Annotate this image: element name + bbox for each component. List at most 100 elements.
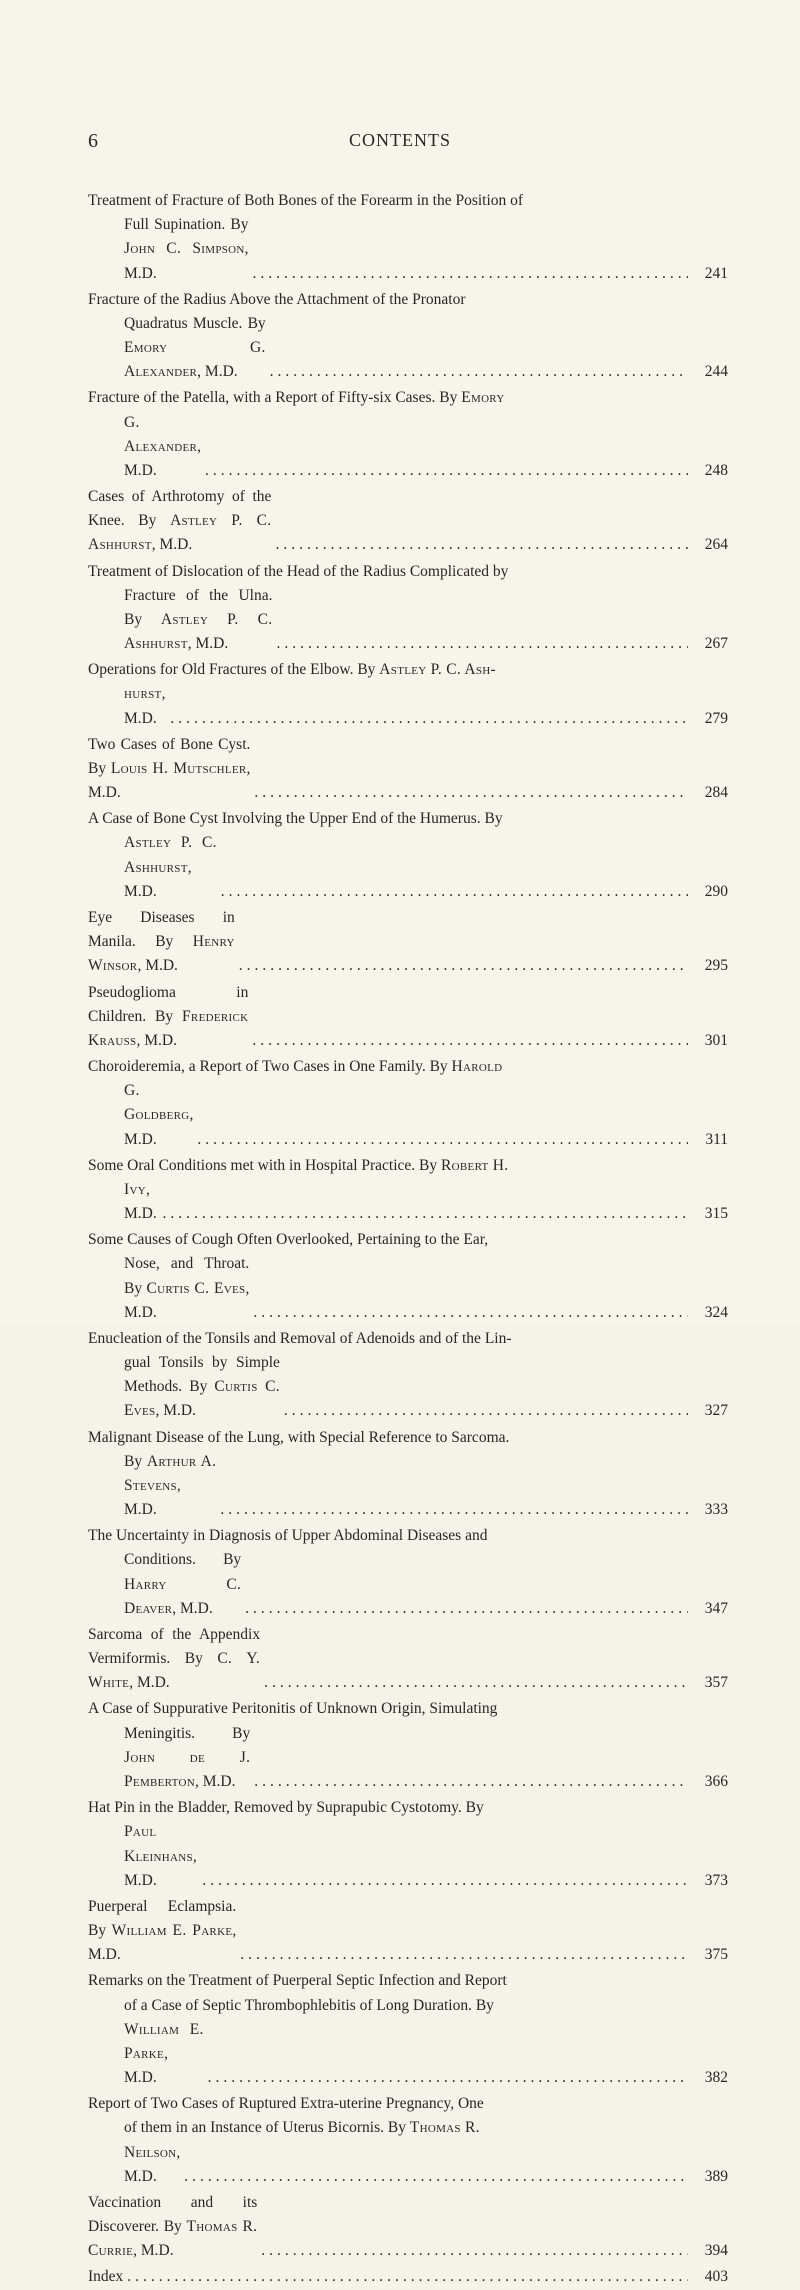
toc-line: of them in an Instance of Uterus Bicorni… (88, 2116, 728, 2140)
toc-entry: Fracture of the Patella, with a Report o… (88, 386, 728, 483)
toc-page: 375 (688, 1943, 728, 1967)
toc-page: 248 (688, 459, 728, 483)
toc-page: 394 (688, 2239, 728, 2263)
toc-leaders: ........................................… (166, 707, 688, 731)
toc-text: Ivy, M.D. (88, 1178, 158, 1226)
toc-text: Eye Diseases in Manila. By Henry Winsor,… (88, 906, 235, 979)
toc-leaders: ........................................… (271, 533, 688, 557)
toc-line: Malignant Disease of the Lung, with Spec… (88, 1426, 728, 1450)
toc-line-last: G. Goldberg, M.D........................… (88, 1079, 728, 1152)
contents-title: CONTENTS (349, 130, 451, 151)
toc-line: Remarks on the Treatment of Puerperal Se… (88, 1969, 728, 1993)
contents-list: Treatment of Fracture of Both Bones of t… (88, 189, 728, 2290)
toc-entry: Treatment of Fracture of Both Bones of t… (88, 189, 728, 286)
toc-line-last: Sarcoma of the Appendix Vermiformis. By … (88, 1623, 728, 1696)
toc-entry: Pseudoglioma in Children. By Frederick K… (88, 981, 728, 1054)
toc-line: A Case of Suppurative Peritonitis of Unk… (88, 1697, 728, 1721)
toc-entry: A Case of Bone Cyst Involving the Upper … (88, 807, 728, 904)
toc-page: 279 (688, 707, 728, 731)
toc-line: Report of Two Cases of Ruptured Extra-ut… (88, 2092, 728, 2116)
toc-text: gual Tonsils by Simple Methods. By Curti… (88, 1351, 280, 1424)
toc-entry: Sarcoma of the Appendix Vermiformis. By … (88, 1623, 728, 1696)
toc-text: Meningitis. By John de J. Pemberton, M.D… (88, 1722, 250, 1795)
toc-leaders: ........................................… (180, 2165, 688, 2189)
toc-line: Hat Pin in the Bladder, Removed by Supra… (88, 1796, 728, 1820)
toc-entry: Some Oral Conditions met with in Hospita… (88, 1154, 728, 1227)
toc-leaders: ........................................… (204, 2066, 688, 2090)
toc-line-last: Paul Kleinhans, M.D.....................… (88, 1820, 728, 1893)
toc-text: Puerperal Eclampsia. By William E. Parke… (88, 1895, 236, 1968)
toc-page: 333 (688, 1498, 728, 1522)
toc-line-last: Vaccination and its Discoverer. By Thoma… (88, 2191, 728, 2264)
toc-text: A Case of Bone Cyst Involving the Upper … (88, 807, 503, 831)
toc-line-last: Nose, and Throat. By Curtis C. Eves, M.D… (88, 1252, 728, 1325)
toc-leaders: ........................................… (280, 1399, 688, 1423)
toc-text: By Arthur A. Stevens, M.D. (88, 1450, 216, 1523)
toc-entry: Remarks on the Treatment of Puerperal Se… (88, 1969, 728, 2090)
toc-leaders: ........................................… (266, 360, 688, 384)
toc-leaders: ........................................… (249, 1301, 688, 1325)
toc-entry: Enucleation of the Tonsils and Removal o… (88, 1327, 728, 1424)
toc-line: Choroideremia, a Report of Two Cases in … (88, 1055, 728, 1079)
toc-line: Some Causes of Cough Often Overlooked, P… (88, 1228, 728, 1252)
toc-text: William E. Parke, M.D. (88, 2018, 204, 2091)
toc-page: 347 (688, 1597, 728, 1621)
toc-text: Choroideremia, a Report of Two Cases in … (88, 1055, 502, 1079)
toc-text: G. Goldberg, M.D. (88, 1079, 193, 1152)
toc-entry: Some Causes of Cough Often Overlooked, P… (88, 1228, 728, 1325)
toc-line: of a Case of Septic Thrombophlebitis of … (88, 1994, 728, 2018)
toc-page: 373 (688, 1869, 728, 1893)
toc-text: Vaccination and its Discoverer. By Thoma… (88, 2191, 257, 2264)
toc-line: Fracture of the Radius Above the Attachm… (88, 288, 728, 312)
toc-page: 327 (688, 1399, 728, 1423)
toc-text: Treatment of Fracture of Both Bones of t… (88, 189, 523, 213)
page: 6 CONTENTS Treatment of Fracture of Both… (0, 0, 800, 1323)
toc-page: 284 (688, 781, 728, 805)
toc-text: Remarks on the Treatment of Puerperal Se… (88, 1969, 507, 1993)
toc-leaders: ........................................… (158, 1202, 688, 1226)
toc-line: Treatment of Dislocation of the Head of … (88, 560, 728, 584)
toc-entry: Malignant Disease of the Lung, with Spec… (88, 1426, 728, 1523)
toc-page: 315 (688, 1202, 728, 1226)
toc-entry: Fracture of the Radius Above the Attachm… (88, 288, 728, 385)
toc-line-last: Conditions. By Harry C. Deaver, M.D.....… (88, 1548, 728, 1621)
toc-page: 244 (688, 360, 728, 384)
toc-text: Pseudoglioma in Children. By Frederick K… (88, 981, 248, 1054)
toc-text: Nose, and Throat. By Curtis C. Eves, M.D… (88, 1252, 249, 1325)
toc-text: Enucleation of the Tonsils and Removal o… (88, 1327, 512, 1351)
toc-text: Quadratus Muscle. By Emory G. Alexander,… (88, 312, 266, 385)
toc-line-last: Eye Diseases in Manila. By Henry Winsor,… (88, 906, 728, 979)
toc-line-last: Two Cases of Bone Cyst. By Louis H. Muts… (88, 733, 728, 806)
toc-leaders: ........................................… (248, 1029, 688, 1053)
toc-leaders: ........................................… (235, 954, 688, 978)
toc-page: 295 (688, 954, 728, 978)
toc-line-last: Astley P. C. Ashhurst, M.D..............… (88, 831, 728, 904)
toc-text: of a Case of Septic Thrombophlebitis of … (88, 1994, 494, 2018)
toc-line: The Uncertainty in Diagnosis of Upper Ab… (88, 1524, 728, 1548)
toc-text: Report of Two Cases of Ruptured Extra-ut… (88, 2092, 484, 2116)
toc-line-last: Meningitis. By John de J. Pemberton, M.D… (88, 1722, 728, 1795)
toc-leaders: ........................................… (249, 262, 688, 286)
toc-entry: Two Cases of Bone Cyst. By Louis H. Muts… (88, 733, 728, 806)
toc-text: Paul Kleinhans, M.D. (88, 1820, 198, 1893)
toc-text: of them in an Instance of Uterus Bicorni… (88, 2116, 480, 2140)
toc-line-last: gual Tonsils by Simple Methods. By Curti… (88, 1351, 728, 1424)
toc-text: Sarcoma of the Appendix Vermiformis. By … (88, 1623, 260, 1696)
toc-page: 267 (688, 632, 728, 656)
page-header: 6 CONTENTS (88, 130, 728, 153)
toc-page: 301 (688, 1029, 728, 1053)
toc-page: 241 (688, 262, 728, 286)
toc-entry: Vaccination and its Discoverer. By Thoma… (88, 2191, 728, 2264)
toc-text: hurst, M.D. (88, 682, 166, 730)
toc-line-last: Pseudoglioma in Children. By Frederick K… (88, 981, 728, 1054)
toc-text: Fracture of the Patella, with a Report o… (88, 386, 505, 410)
toc-page: 389 (688, 2165, 728, 2189)
toc-text: Two Cases of Bone Cyst. By Louis H. Muts… (88, 733, 250, 806)
toc-line: A Case of Bone Cyst Involving the Upper … (88, 807, 728, 831)
toc-entry: Hat Pin in the Bladder, Removed by Supra… (88, 1796, 728, 1893)
toc-line-last: William E. Parke, M.D...................… (88, 2018, 728, 2091)
toc-text: Some Oral Conditions met with in Hospita… (88, 1154, 508, 1178)
toc-entry: Eye Diseases in Manila. By Henry Winsor,… (88, 906, 728, 979)
toc-leaders: ........................................… (193, 1128, 688, 1152)
toc-text: G. Alexander, M.D. (88, 411, 201, 484)
